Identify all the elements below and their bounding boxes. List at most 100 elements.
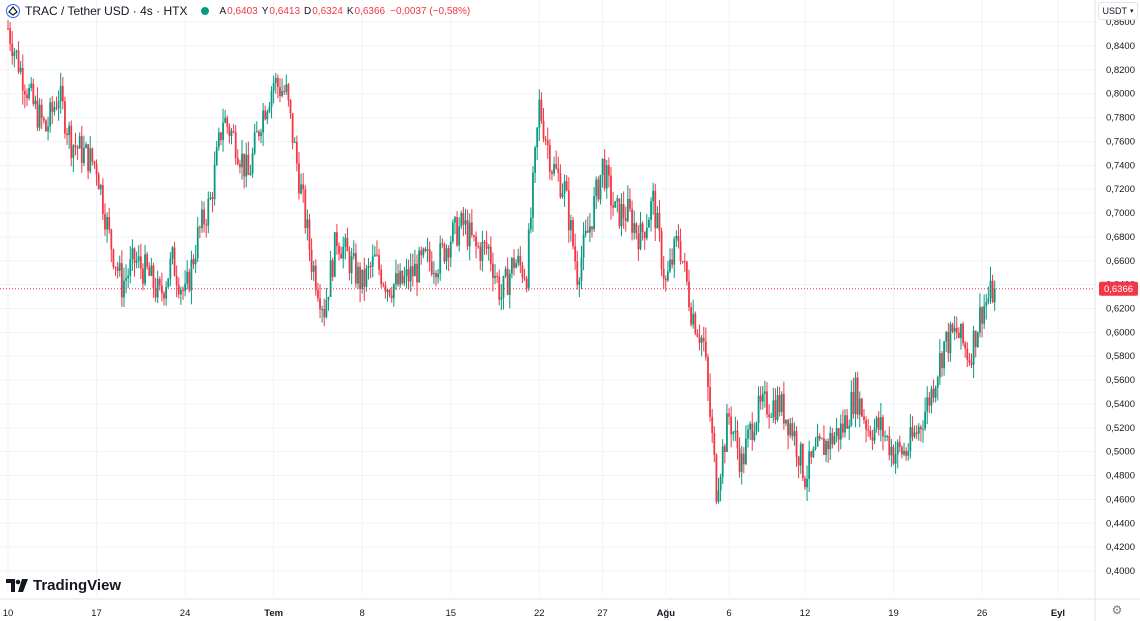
candle	[441, 243, 444, 245]
candle	[578, 280, 581, 285]
candle	[171, 247, 174, 259]
candle	[264, 110, 267, 120]
candle	[976, 332, 979, 347]
candle	[306, 219, 309, 229]
candle	[618, 198, 621, 227]
candle	[943, 341, 945, 369]
candle	[148, 266, 151, 276]
tradingview-logo-icon	[6, 579, 28, 592]
candle	[15, 50, 18, 52]
ohlc-open: A0,6403	[219, 5, 258, 17]
candle	[454, 217, 456, 223]
candle	[186, 271, 189, 284]
candle	[936, 377, 939, 388]
time-tick-label: 6	[726, 608, 731, 619]
candle	[582, 234, 585, 258]
candle	[173, 247, 176, 276]
candle	[336, 232, 338, 247]
candle	[300, 184, 302, 194]
chevron-down-icon: ▾	[1129, 8, 1134, 15]
candle	[386, 289, 389, 292]
candle	[671, 259, 674, 265]
candle	[694, 313, 697, 334]
candle	[445, 248, 448, 262]
candle	[660, 231, 663, 269]
candle	[972, 330, 975, 365]
price-tick-label: 0,4200	[1106, 542, 1135, 553]
candle	[287, 84, 290, 101]
candle	[458, 226, 461, 246]
candle	[565, 181, 568, 191]
candle	[700, 337, 703, 343]
candle	[226, 117, 229, 127]
candle	[584, 230, 587, 235]
candle	[363, 269, 366, 287]
candle	[247, 154, 250, 175]
candle	[83, 148, 85, 163]
candle	[911, 427, 914, 437]
candle	[681, 261, 684, 263]
candle	[439, 243, 442, 274]
candle	[357, 266, 359, 284]
candle	[513, 258, 515, 268]
candle	[945, 331, 948, 342]
candle	[430, 261, 433, 275]
candle	[479, 246, 482, 261]
candle	[42, 118, 45, 121]
candle	[36, 100, 39, 128]
candle	[572, 220, 574, 247]
candle	[120, 263, 123, 298]
currency-button[interactable]: USDT ▾	[1098, 2, 1138, 20]
candle	[894, 454, 897, 464]
candle	[285, 84, 288, 92]
candle	[559, 172, 562, 198]
chart-grid	[0, 0, 1095, 595]
candle	[354, 253, 357, 284]
tradingview-logo[interactable]: TradingView	[6, 577, 121, 594]
candle	[903, 450, 905, 455]
candle	[87, 144, 90, 172]
candle	[500, 297, 503, 300]
candle	[456, 217, 458, 246]
price-tick-label: 0,4600	[1106, 494, 1135, 505]
candle	[920, 426, 922, 430]
candle	[222, 122, 224, 141]
candle	[818, 435, 821, 439]
candle	[643, 232, 646, 239]
candle	[443, 244, 446, 262]
price-tick-label: 0,6600	[1106, 256, 1135, 267]
candle	[728, 413, 730, 417]
last-price-label: 0,6366	[1104, 284, 1133, 295]
price-tick-label: 0,8600	[1106, 17, 1135, 28]
candle	[283, 91, 286, 93]
candle	[304, 189, 307, 229]
symbol-title[interactable]: TRAC / Tether USD · 4s · HTX	[25, 4, 188, 18]
candle	[740, 453, 743, 472]
candle	[719, 476, 722, 491]
candle	[987, 298, 990, 303]
candle	[291, 112, 294, 143]
candle	[312, 265, 315, 272]
candle	[99, 185, 102, 190]
candle	[835, 428, 838, 437]
candle	[47, 126, 49, 132]
candle	[612, 205, 614, 208]
candle	[369, 265, 372, 267]
candle	[938, 353, 941, 378]
candle	[586, 230, 589, 233]
candle	[599, 174, 602, 200]
candle	[418, 250, 421, 283]
settings-gear-icon[interactable]: ⚙	[1111, 603, 1123, 617]
candle	[715, 454, 718, 502]
time-axis: 10 17 24 Tem 8 15 22 27 Ağu 6 12 19 26 Eyl	[0, 598, 1140, 619]
candle	[985, 302, 988, 306]
candle	[753, 431, 756, 440]
candle	[177, 285, 180, 295]
candle	[766, 391, 768, 415]
candle	[26, 94, 28, 99]
candle	[812, 449, 815, 458]
candle	[580, 257, 583, 281]
candle	[673, 239, 676, 265]
time-tick-label: 17	[91, 608, 102, 619]
